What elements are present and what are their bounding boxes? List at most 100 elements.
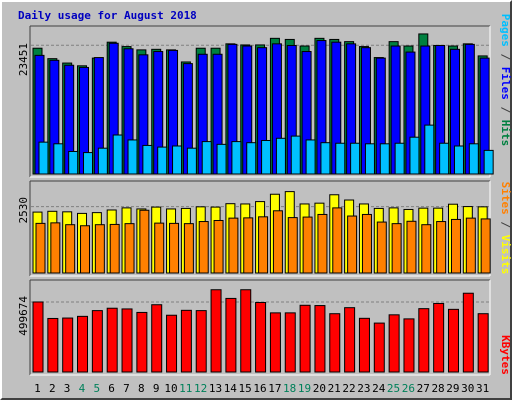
bar-pages-day-1 (38, 141, 49, 175)
panel-1: 23451 Pages / Files / Hits (17, 14, 512, 178)
y-tick-label: 23451 (17, 43, 30, 76)
bar-kbytes-day-20 (314, 305, 326, 373)
bar-sites-day-12 (198, 221, 209, 274)
legend-entry: / (499, 47, 512, 67)
bar-kbytes-day-6 (106, 307, 118, 373)
x-tick-label: 11 (179, 382, 192, 395)
bar-sites-day-19 (302, 216, 313, 274)
x-tick-label: 22 (342, 382, 355, 395)
bar-sites-day-23 (361, 213, 372, 274)
bar-kbytes-day-29 (447, 308, 459, 373)
x-tick-label: 26 (402, 382, 415, 395)
panel-2: 2530 Sites / Visits (17, 180, 512, 277)
bar-sites-day-18 (287, 217, 298, 274)
bar-pages-day-28 (439, 142, 450, 175)
bar-kbytes-day-22 (344, 307, 356, 373)
x-tick-label: 2 (49, 382, 56, 395)
legend-entry: Hits (499, 120, 512, 147)
bar-kbytes-day-8 (136, 311, 148, 373)
bar-sites-day-4 (80, 225, 91, 274)
x-tick-label: 18 (283, 382, 296, 395)
bar-pages-day-12 (201, 141, 212, 175)
bar-sites-day-3 (65, 224, 76, 274)
bar-sites-day-29 (450, 218, 461, 274)
bar-kbytes-day-7 (121, 308, 133, 373)
bar-pages-day-3 (68, 150, 79, 175)
bar-pages-day-7 (127, 139, 138, 175)
bar-pages-day-24 (379, 143, 390, 175)
bar-kbytes-day-19 (299, 304, 311, 373)
bar-sites-day-27 (421, 224, 432, 274)
bar-sites-day-13 (213, 219, 224, 274)
bar-sites-day-26 (406, 220, 417, 274)
x-tick-label: 29 (446, 382, 459, 395)
bar-pages-day-19 (305, 139, 316, 175)
chart-panels: 23451 Pages / Files / Hits 2530 Sites / Vis… (17, 14, 512, 376)
bar-pages-day-31 (483, 149, 494, 175)
bar-kbytes-day-10 (166, 314, 178, 373)
x-tick-label: 24 (372, 382, 386, 395)
legend: Sites / Visits (499, 182, 512, 275)
bar-sites-day-24 (376, 221, 387, 274)
y-tick-label: 499674 (17, 296, 30, 336)
bar-kbytes-day-5 (91, 310, 103, 373)
bar-kbytes-day-21 (329, 313, 341, 373)
bar-sites-day-30 (465, 217, 476, 274)
x-tick-label: 12 (194, 382, 207, 395)
bar-sites-day-5 (94, 224, 105, 274)
bar-kbytes-day-2 (47, 317, 59, 373)
bar-pages-day-13 (216, 143, 227, 175)
bar-kbytes-day-17 (269, 312, 281, 373)
y-tick-label: 2530 (17, 197, 30, 224)
x-tick-label: 10 (164, 382, 177, 395)
bar-kbytes-day-11 (180, 309, 192, 373)
bar-kbytes-day-27 (418, 308, 430, 373)
x-tick-label: 3 (64, 382, 71, 395)
bar-pages-day-30 (468, 143, 479, 175)
bar-pages-day-4 (83, 152, 94, 175)
bar-sites-day-20 (317, 213, 328, 274)
bar-kbytes-day-12 (195, 310, 207, 373)
bar-sites-day-11 (183, 223, 194, 274)
bar-sites-day-15 (243, 217, 254, 274)
x-tick-label: 5 (93, 382, 100, 395)
legend-entry: Sites (499, 182, 512, 215)
bar-kbytes-day-14 (225, 297, 237, 373)
x-tick-label: 9 (153, 382, 160, 395)
bar-sites-day-14 (228, 217, 239, 274)
x-tick-label: 8 (138, 382, 145, 395)
x-axis: 1 2 3 4 5 6 7 8 9 10 11 12 13 14 15 16 17 18 19 20 21 22 23 24 2… (34, 382, 489, 395)
bar-kbytes-day-30 (462, 292, 474, 373)
legend-entry: KBytes (499, 335, 512, 375)
bar-kbytes-day-1 (32, 301, 44, 373)
x-tick-label: 31 (476, 382, 489, 395)
bar-kbytes-day-3 (62, 317, 74, 373)
bar-kbytes-day-31 (477, 313, 489, 373)
x-tick-label: 25 (387, 382, 400, 395)
bar-sites-day-10 (169, 222, 180, 274)
x-tick-label: 7 (123, 382, 130, 395)
bar-sites-day-28 (436, 221, 447, 274)
bar-pages-day-29 (453, 145, 464, 175)
x-tick-label: 1 (34, 382, 41, 395)
bar-kbytes-day-18 (284, 312, 296, 373)
x-tick-label: 17 (268, 382, 281, 395)
bar-pages-day-23 (364, 143, 375, 175)
bar-pages-day-10 (172, 145, 183, 175)
bars (32, 191, 491, 274)
bar-pages-day-14 (231, 141, 242, 175)
bar-pages-day-20 (320, 142, 331, 175)
bar-sites-day-16 (258, 216, 269, 274)
bar-pages-day-27 (424, 124, 435, 175)
bar-pages-day-18 (290, 135, 301, 175)
legend-entry: / (499, 215, 512, 235)
bar-pages-day-5 (97, 147, 108, 175)
bar-pages-day-26 (409, 136, 420, 175)
bar-pages-day-8 (142, 144, 153, 175)
x-tick-label: 23 (357, 382, 370, 395)
legend-entry: Pages (499, 14, 512, 47)
x-tick-label: 20 (313, 382, 326, 395)
legend-entry: Files (499, 67, 512, 100)
bar-pages-day-6 (112, 134, 123, 175)
bar-sites-day-7 (124, 223, 135, 274)
